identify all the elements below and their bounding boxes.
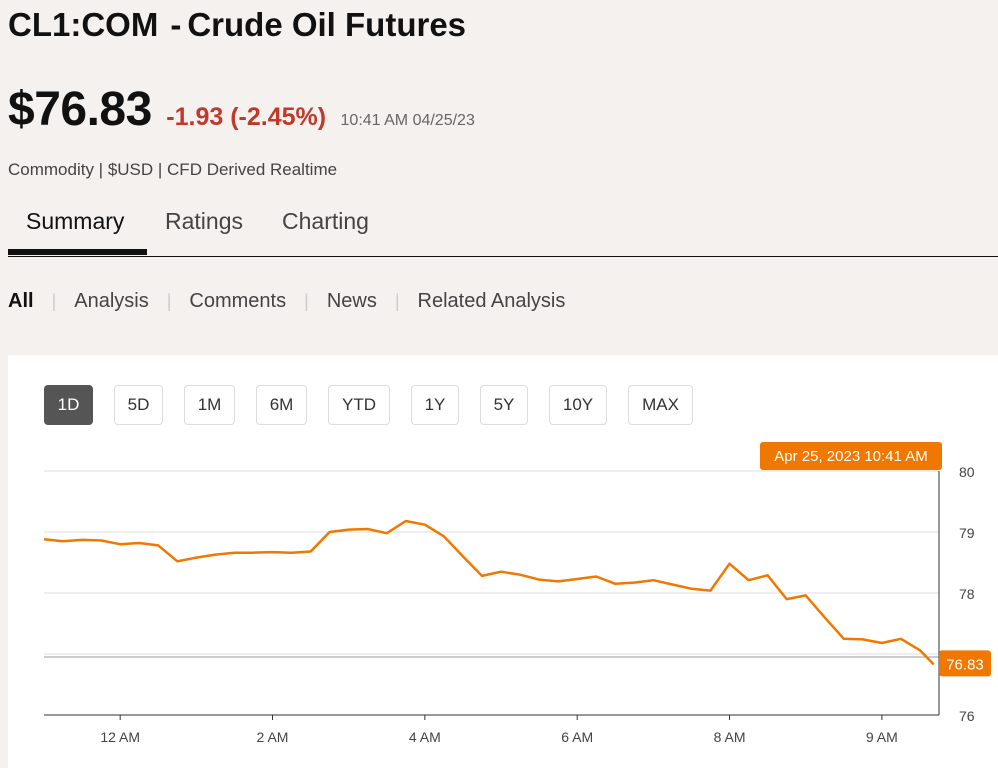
x-tick-label: 9 AM <box>866 729 898 745</box>
symbol: CL1:COM <box>8 6 159 43</box>
instrument-name: Crude Oil Futures <box>187 6 467 43</box>
y-tick-label: 78 <box>959 586 975 602</box>
sub-tabs: All | Analysis | Comments | News | Related Analy… <box>8 290 565 313</box>
range-button-5y[interactable]: 5Y <box>480 385 528 425</box>
subtab-all[interactable]: All <box>8 290 34 312</box>
last-price-badge <box>939 650 991 677</box>
y-tick-label: 76 <box>959 708 975 724</box>
price-line <box>43 519 935 666</box>
quote-row: $76.83 -1.93 (-2.45%) 10:41 AM 04/25/23 <box>8 82 475 137</box>
x-tick-label: 12 AM <box>100 729 140 745</box>
y-tick-label: 79 <box>959 525 975 541</box>
subtab-comments[interactable]: Comments <box>189 290 287 312</box>
quote-timestamp: 10:41 AM 04/25/23 <box>340 112 475 129</box>
subtab-divider: | <box>394 291 400 311</box>
subtab-divider: | <box>166 291 172 311</box>
page-title: CL1:COM - Crude Oil Futures <box>8 6 466 44</box>
main-tabs: Summary Ratings Charting <box>8 196 998 257</box>
y-tick-label: 80 <box>959 464 975 480</box>
range-button-1m[interactable]: 1M <box>184 385 235 425</box>
subtab-related-analysis[interactable]: Related Analysis <box>417 290 566 312</box>
time-tooltip-label: Apr 25, 2023 10:41 AM <box>774 448 927 465</box>
x-tick-label: 4 AM <box>409 729 441 745</box>
subtab-divider: | <box>51 291 57 311</box>
range-button-6m[interactable]: 6M <box>256 385 307 425</box>
price-chart[interactable]: 80 79 78 76 12 AM 2 AM 4 AM 6 AM 8 AM 9 AM Apr 25,… <box>8 355 998 768</box>
last-price-label: 76.83 <box>946 656 984 673</box>
price-change: -1.93 (-2.45%) <box>166 103 327 131</box>
x-tick-label: 6 AM <box>561 729 593 745</box>
range-button-5d[interactable]: 5D <box>114 385 163 425</box>
range-button-1y[interactable]: 1Y <box>411 385 459 425</box>
chart-panel: 1D 5D 1M 6M YTD 1Y 5Y 10Y MAX 80 79 78 76 12… <box>8 355 998 768</box>
range-button-max[interactable]: MAX <box>628 385 693 425</box>
last-price: $76.83 <box>8 83 152 136</box>
tab-summary[interactable]: Summary <box>26 208 125 234</box>
tab-ratings[interactable]: Ratings <box>165 208 243 234</box>
tab-charting[interactable]: Charting <box>282 208 369 234</box>
subtab-analysis[interactable]: Analysis <box>74 290 149 312</box>
range-button-1d[interactable]: 1D <box>44 385 93 425</box>
instrument-meta: Commodity | $USD | CFD Derived Realtime <box>8 160 338 179</box>
time-tooltip <box>760 442 942 470</box>
range-button-10y[interactable]: 10Y <box>549 385 607 425</box>
title-separator: - <box>170 6 182 43</box>
x-tick-label: 2 AM <box>257 729 289 745</box>
subtab-news[interactable]: News <box>326 290 377 312</box>
x-tick-label: 8 AM <box>714 729 746 745</box>
subtab-divider: | <box>304 291 309 311</box>
range-button-ytd[interactable]: YTD <box>328 385 390 425</box>
active-tab-indicator <box>8 249 147 255</box>
